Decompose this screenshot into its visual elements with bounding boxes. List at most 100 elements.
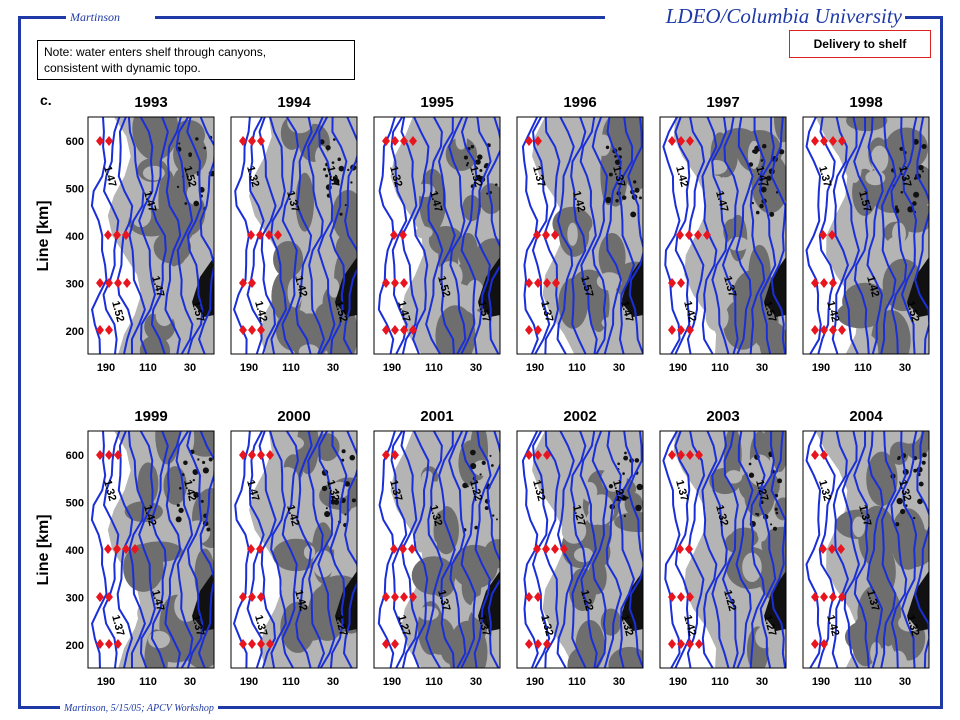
station-marker	[668, 278, 676, 288]
contour-line	[866, 117, 884, 354]
island-dot	[621, 195, 627, 200]
contour-line	[662, 431, 681, 668]
contour-line	[570, 431, 587, 668]
island-dot	[918, 481, 924, 487]
island-dot	[489, 454, 492, 457]
x-tick-label: 30	[470, 362, 482, 374]
contour-label: 1.52	[467, 165, 484, 189]
contour-label: 1.37	[864, 589, 881, 613]
contour-line	[473, 117, 492, 354]
island-dot	[192, 469, 199, 475]
station-marker	[113, 230, 121, 240]
contour-label: 1.42	[284, 504, 301, 528]
station-marker	[239, 325, 247, 335]
contour-line	[281, 117, 299, 354]
contour-line	[198, 117, 214, 354]
panel-content: 1.37 1.57 1.37 1.42 1.42 1.52	[803, 117, 929, 354]
panel-title: 1997	[706, 94, 739, 111]
contour-label: 1.47	[427, 190, 444, 214]
y-tick-label: 500	[66, 184, 84, 196]
shallow-shelf-patch	[148, 631, 170, 649]
panel-title: 2002	[563, 408, 596, 425]
contour-line	[425, 431, 444, 668]
station-marker	[104, 544, 112, 554]
panel-content: 1.37 1.32 1.22 1.27 1.37 1.37	[374, 431, 500, 668]
island-dot	[755, 210, 760, 215]
island-dot	[912, 201, 917, 206]
contour-line	[900, 431, 918, 668]
contour-label: 1.22	[610, 479, 627, 503]
island-dot	[917, 498, 923, 505]
station-marker	[248, 278, 256, 288]
contour-line	[841, 431, 860, 668]
island-dot	[900, 190, 904, 194]
y-tick-label: 600	[66, 450, 84, 462]
station-marker	[668, 450, 676, 460]
x-tick-label: 110	[854, 676, 872, 688]
organization-title: LDEO/Columbia University	[665, 4, 902, 28]
panel-content: 1.47 1.42 1.32 1.37 1.42 1.27	[231, 431, 357, 668]
island-dot	[623, 514, 627, 518]
contour-label: 1.37	[189, 614, 206, 638]
station-marker	[534, 592, 542, 602]
island-dot	[176, 185, 180, 189]
station-marker	[256, 230, 264, 240]
x-tick-label: 190	[240, 362, 258, 374]
contour-line	[473, 431, 492, 668]
island-dot	[465, 164, 469, 167]
x-tick-label: 30	[184, 362, 196, 374]
map-panel-2000: 2000 1.47 1.42 1.32 1.37 1.42 1.27 190 110 30	[230, 408, 358, 688]
island-dot	[614, 155, 617, 158]
deep-shelf-patch	[761, 526, 786, 563]
island-dot	[474, 525, 479, 530]
island-dot	[195, 137, 199, 141]
station-marker	[400, 136, 408, 146]
panel-content: 1.37 1.42 1.37 1.37 1.57 1.47	[517, 117, 643, 354]
island-dot	[623, 455, 629, 461]
map-panel-1999: 1999 1.32 1.42 1.42 1.37 1.47 1.37 190 110 30	[87, 408, 215, 688]
frame-top-left	[18, 16, 66, 19]
island-dot	[188, 153, 192, 158]
island-dot	[622, 472, 625, 475]
island-dot	[333, 178, 340, 185]
contour-line	[735, 117, 754, 354]
station-marker	[248, 592, 256, 602]
y-tick-label: 300	[66, 593, 84, 605]
shallow-shelf-patch	[303, 545, 316, 560]
contour-label: 1.32	[896, 479, 913, 503]
station-marker	[257, 639, 265, 649]
station-marker	[274, 230, 282, 240]
contour-line	[880, 117, 897, 354]
y-tick-label: 200	[66, 326, 84, 338]
station-marker	[96, 639, 104, 649]
panel-title: 1999	[134, 408, 167, 425]
station-marker	[811, 592, 819, 602]
shallow-shelf-patch	[742, 552, 762, 583]
contour-label: 1.42	[141, 504, 158, 528]
frame-top-right	[905, 16, 943, 19]
station-marker	[551, 544, 559, 554]
delivery-badge: Delivery to shelf	[789, 30, 931, 58]
island-dot	[748, 462, 752, 466]
island-dot	[344, 481, 351, 487]
contour-line	[425, 117, 444, 354]
contour-label: 1.37	[538, 300, 555, 324]
map-panel-1997: 1997 1.42 1.47 1.47 1.42 1.37 1.57 190 110 30	[659, 94, 787, 374]
station-marker	[391, 325, 399, 335]
y-tick-label: 500	[66, 498, 84, 510]
island-dot	[470, 449, 476, 456]
deep-shelf-patch	[411, 556, 456, 595]
contour-label: 1.42	[292, 589, 309, 613]
deep-shelf-patch	[280, 601, 316, 653]
x-tick-label: 30	[756, 362, 768, 374]
contour-line	[770, 431, 786, 668]
contour-line	[281, 431, 299, 668]
station-marker	[560, 544, 568, 554]
contour-line	[617, 117, 636, 354]
contour-line	[831, 117, 850, 354]
island-dot	[466, 162, 470, 165]
island-dot	[634, 458, 640, 463]
shallow-shelf-patch	[601, 316, 623, 329]
station-marker	[695, 639, 703, 649]
station-marker	[114, 278, 122, 288]
